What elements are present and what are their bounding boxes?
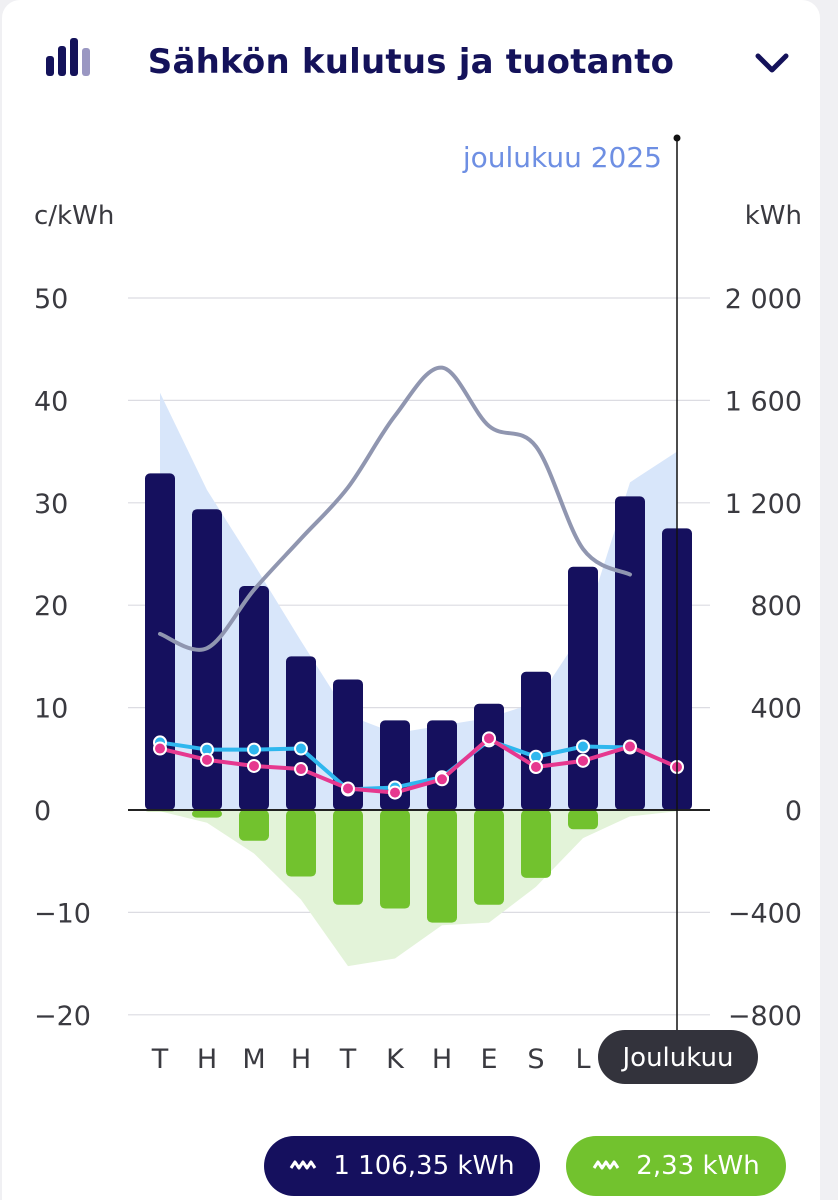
production-bar [192,810,222,818]
right-axis-ticks: 2 000 1 600 1 200 800 400 0 −400 −800 [725,284,802,1032]
production-bar [474,810,504,905]
production-comparison-area [160,810,677,967]
production-bar [380,810,410,909]
selected-month-label: Joulukuu [621,1043,734,1073]
average-price-point [623,739,637,754]
consumption-bar [474,703,504,810]
right-tick-label: −800 [728,1001,802,1032]
line-series [153,365,684,800]
spot-price-point [576,739,590,754]
electricity-wave-icon [289,1151,317,1181]
average-price-point [200,752,214,767]
x-axis-labels: THMHTKHESLM [151,1044,642,1075]
gray-comparison-line [158,365,632,652]
bars [145,473,692,923]
left-tick-label: 0 [34,796,51,827]
left-tick-label: −20 [34,1001,91,1032]
consumption-bar [286,656,316,810]
chevron-down-icon[interactable] [750,46,794,82]
period-label: joulukuu 2025 [462,141,662,174]
x-axis-label: T [151,1044,169,1075]
left-tick-label: 30 [34,489,68,520]
card-header: Sähkön kulutus ja tuotanto [2,0,820,130]
left-tick-label: 20 [34,591,68,622]
consumption-total-button[interactable]: 1 106,35 kWh [264,1136,540,1196]
electricity-wave-icon [592,1151,620,1181]
left-tick-label: 40 [34,386,68,417]
right-tick-label: 1 600 [725,386,802,417]
average-price-point [388,785,402,800]
average-price-point [482,731,496,746]
page-title: Sähkön kulutus ja tuotanto [147,42,675,82]
average-price-point [294,762,308,777]
production-bar [286,810,316,877]
consumption-bar [521,671,551,810]
left-axis-unit: c/kWh [34,201,114,231]
production-bar [239,810,269,841]
selected-month-tooltip[interactable]: Joulukuu [598,1030,758,1084]
left-tick-label: 50 [34,284,68,315]
energy-chart[interactable]: joulukuu 2025 c/kWh kWh 50 40 30 20 10 0 −10 −2… [0,0,838,1120]
selected-month-cursor-dot [673,134,681,142]
spot-price-point [247,742,261,757]
production-bar [521,810,551,878]
consumption-bar [145,473,175,810]
left-tick-label: −10 [34,898,91,929]
consumption-bar [239,586,269,810]
right-tick-label: 2 000 [725,284,802,315]
x-axis-label: S [527,1044,544,1075]
average-price-line [159,736,678,795]
right-tick-label: 0 [785,796,802,827]
average-price-point [153,741,167,756]
production-total-value: 2,33 kWh [636,1151,760,1181]
consumption-total-value: 1 106,35 kWh [333,1151,515,1181]
x-axis-label: H [291,1044,311,1075]
consumption-bar [568,566,598,810]
x-axis-label: L [575,1044,590,1075]
production-bar [427,810,457,923]
right-axis-unit: kWh [745,201,802,231]
average-price-point [247,758,261,773]
consumption-bar [333,679,363,810]
consumption-bar [615,496,645,810]
consumption-bar [427,720,457,810]
spot-price-point [294,741,308,756]
x-axis-label: K [386,1044,405,1075]
consumption-bar [192,509,222,810]
average-price-point [529,759,543,774]
x-axis-label: T [339,1044,357,1075]
production-bar [333,810,363,905]
right-tick-label: 400 [750,694,802,725]
x-axis-label: H [432,1044,452,1075]
comparison-areas [160,392,677,967]
left-tick-label: 10 [34,694,68,725]
left-axis-ticks: 50 40 30 20 10 0 −10 −20 [34,284,91,1032]
production-bar [568,810,598,830]
right-tick-label: 1 200 [725,489,802,520]
x-axis-label: E [480,1044,497,1075]
bar-chart-icon[interactable] [44,36,94,80]
right-tick-label: −400 [728,898,802,929]
right-tick-label: 800 [750,591,802,622]
production-total-button[interactable]: 2,33 kWh [566,1136,786,1196]
x-axis-label: M [242,1044,265,1075]
average-price-point [341,781,355,796]
x-axis-label: H [197,1044,217,1075]
average-price-point [435,772,449,787]
average-price-point [576,753,590,768]
